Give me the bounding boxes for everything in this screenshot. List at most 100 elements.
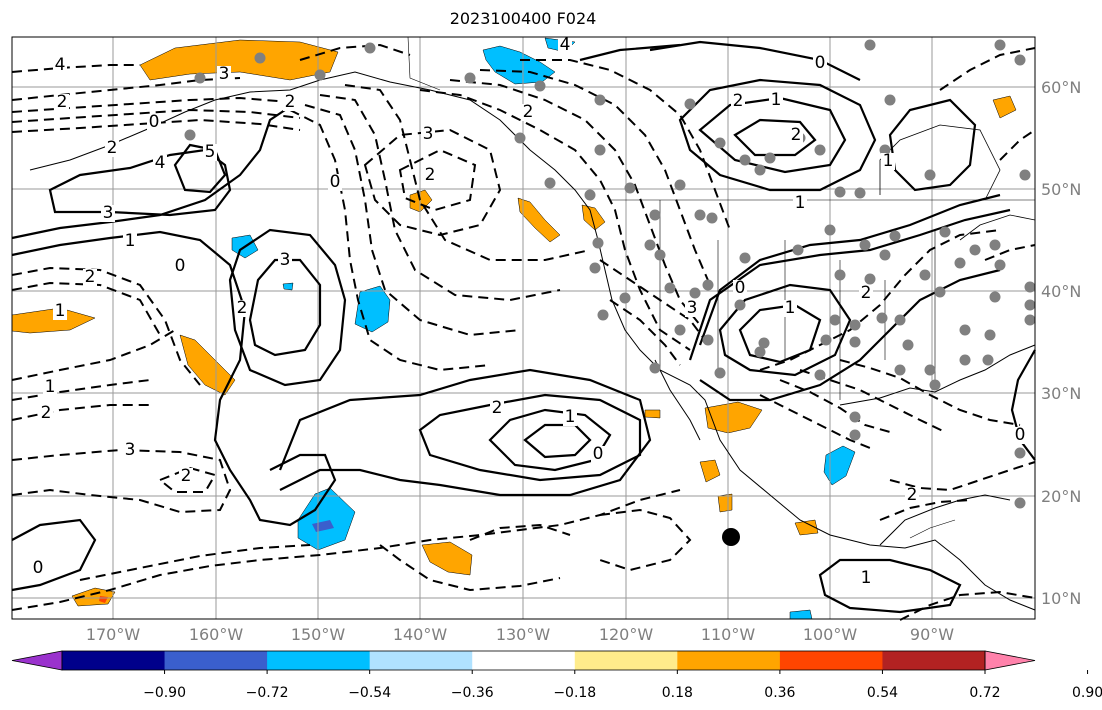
station-marker xyxy=(624,182,636,194)
station-marker xyxy=(674,179,686,191)
station-marker xyxy=(859,239,871,251)
station-marker xyxy=(254,52,266,64)
colorbar-min-extend xyxy=(11,650,63,671)
station-marker xyxy=(894,364,906,376)
contour-label: 2 xyxy=(492,398,503,418)
colorbar-tick-label: −0.36 xyxy=(451,685,494,701)
station-marker xyxy=(534,80,546,92)
station-marker xyxy=(684,98,696,110)
colorbar: −0.90 −0.72 −0.54 −0.36 −0.18 0.18 0.36 0.54 0.7… xyxy=(11,650,1102,701)
contour-label: 3 xyxy=(687,298,698,318)
station-marker xyxy=(184,129,196,141)
station-marker xyxy=(714,137,726,149)
station-marker xyxy=(924,364,936,376)
station-marker xyxy=(834,269,846,281)
lon-tick-label: 170°W xyxy=(86,625,141,644)
lat-tick-label: 20°N xyxy=(1041,487,1081,506)
station-marker xyxy=(694,209,706,221)
station-marker xyxy=(792,244,804,256)
station-marker xyxy=(1019,169,1031,181)
lon-tick-label: 130°W xyxy=(496,625,551,644)
station-marker xyxy=(702,334,714,346)
contour-label: 2 xyxy=(791,125,802,145)
station-marker xyxy=(514,132,526,144)
station-marker xyxy=(597,309,609,321)
station-marker xyxy=(754,346,766,358)
contour-label: 3 xyxy=(423,124,434,144)
colorbar-bin xyxy=(779,651,883,670)
station-marker xyxy=(820,334,832,346)
station-marker xyxy=(864,39,876,51)
station-marker xyxy=(1014,54,1026,66)
station-marker xyxy=(924,169,936,181)
contour-labels: 4 320225431023213242012210101231023212201… xyxy=(31,35,1027,588)
station-marker xyxy=(739,252,751,264)
shade-blue xyxy=(282,282,294,291)
station-marker xyxy=(849,336,861,348)
contour-label: 3 xyxy=(219,64,230,84)
station-marker xyxy=(1024,314,1036,326)
colorbar-tick-label: 0.36 xyxy=(764,685,795,701)
station-marker xyxy=(994,259,1006,271)
contour-label: 1 xyxy=(565,407,576,427)
colorbar-bin xyxy=(267,651,371,670)
station-marker xyxy=(594,94,606,106)
station-marker xyxy=(1014,447,1026,459)
lat-tick-label: 60°N xyxy=(1041,78,1081,97)
station-marker xyxy=(902,339,914,351)
colorbar-tick-label: 0.54 xyxy=(867,685,898,701)
colorbar-bin xyxy=(472,651,576,670)
station-marker xyxy=(592,237,604,249)
shade-orange xyxy=(139,39,339,81)
contour-label: 2 xyxy=(181,466,192,486)
contour-label: 1 xyxy=(45,377,56,397)
station-marker xyxy=(814,144,826,156)
station-marker xyxy=(954,257,966,269)
station-marker xyxy=(754,164,766,176)
contour-label: 2 xyxy=(237,298,248,318)
shade-blue xyxy=(823,445,856,486)
lon-tick-label: 120°W xyxy=(599,625,654,644)
lon-tick-label: 150°W xyxy=(291,625,346,644)
contour-label: 0 xyxy=(815,53,826,73)
station-marker xyxy=(714,367,726,379)
contour-label: 1 xyxy=(771,90,782,110)
lat-tick-label: 30°N xyxy=(1041,384,1081,403)
station-marker xyxy=(994,39,1006,51)
contour-label: 4 xyxy=(155,153,166,173)
station-marker xyxy=(1024,281,1036,293)
station-marker xyxy=(876,312,888,324)
colorbar-tick-label: 0.72 xyxy=(969,685,1000,701)
contour-label: 1 xyxy=(883,151,894,171)
shade-orange xyxy=(699,459,721,483)
station-marker xyxy=(984,329,996,341)
lat-tick-label: 10°N xyxy=(1041,589,1081,608)
contour-label: 2 xyxy=(57,92,68,112)
station-marker xyxy=(989,291,1001,303)
contour-label: 3 xyxy=(280,250,291,270)
contour-label: 2 xyxy=(285,92,296,112)
colorbar-bin xyxy=(62,651,166,670)
contour-label: 0 xyxy=(175,256,186,276)
station-marker xyxy=(619,292,631,304)
shade-orange xyxy=(794,519,819,536)
station-marker xyxy=(879,144,891,156)
station-markers xyxy=(184,39,1036,509)
station-marker xyxy=(314,69,326,81)
station-marker xyxy=(959,354,971,366)
station-marker xyxy=(739,154,751,166)
station-marker xyxy=(649,209,661,221)
station-marker xyxy=(939,226,951,238)
shade-orange xyxy=(581,204,606,231)
station-marker xyxy=(982,354,994,366)
contour-label: 1 xyxy=(785,298,796,318)
longitude-ticks: 170°W 160°W 150°W 140°W 130°W 120°W 110°W 100°W… xyxy=(86,625,954,644)
highlight-marker xyxy=(722,528,740,546)
station-marker xyxy=(829,314,841,326)
station-marker xyxy=(849,429,861,441)
station-marker xyxy=(689,287,701,299)
negative-contours xyxy=(11,43,1036,621)
colorbar-tick-label: 0.18 xyxy=(662,685,693,701)
lon-tick-label: 140°W xyxy=(393,625,448,644)
